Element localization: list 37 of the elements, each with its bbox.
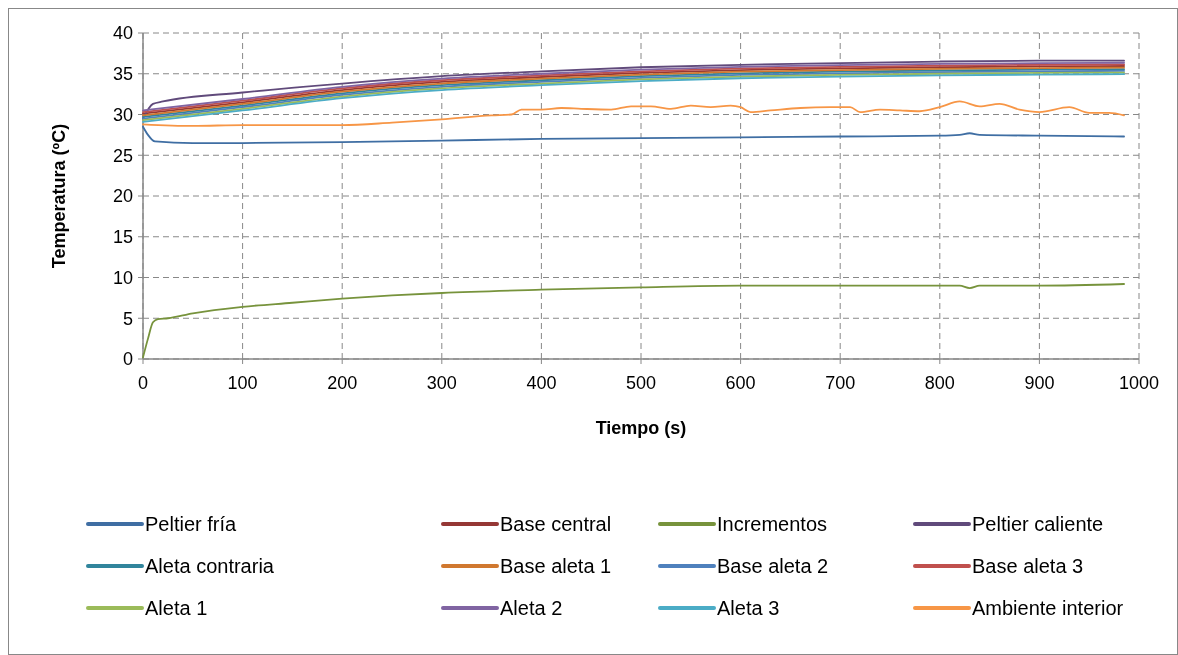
y-tick-label: 20 [112, 186, 133, 207]
legend-label: Base central [500, 513, 612, 535]
legend-label: Aleta 3 [717, 597, 780, 619]
legend-label: Peltier caliente [972, 513, 1104, 535]
x-tick-label: 700 [825, 373, 856, 393]
line-series [142, 125, 1125, 144]
x-axis-title: Tiempo (s) [595, 418, 687, 438]
x-tick-label: 1000 [1118, 373, 1160, 393]
y-tick-label: 0 [122, 349, 133, 370]
legend-label: Base aleta 3 [972, 555, 1084, 577]
x-tick-label: 800 [924, 373, 955, 393]
legend-label: Aleta 1 [145, 597, 208, 619]
legend-label: Aleta 2 [500, 597, 563, 619]
line-series [142, 283, 1125, 359]
legend-label: Base aleta 1 [500, 555, 612, 577]
x-tick-label: 600 [725, 373, 756, 393]
y-tick-label: 15 [112, 227, 133, 248]
y-tick-label: 25 [112, 145, 133, 166]
x-tick-label: 100 [227, 373, 258, 393]
x-tick-label: 500 [625, 373, 657, 393]
legend-label: Incrementos [717, 513, 828, 535]
y-tick-label: 5 [122, 308, 133, 329]
x-tick-label: 400 [526, 373, 557, 393]
legend-label: Aleta contraria [145, 555, 275, 577]
x-tick-label: 0 [137, 373, 149, 393]
x-tick-label: 900 [1024, 373, 1055, 393]
legend-label: Base aleta 2 [717, 555, 829, 577]
x-tick-label: 300 [426, 373, 457, 393]
y-axis-title: Temperatura (ºC) [49, 123, 69, 269]
y-tick-label: 40 [112, 23, 133, 44]
legend-label: Peltier fría [145, 513, 238, 535]
y-tick-label: 35 [112, 64, 133, 85]
line-series [142, 100, 1125, 127]
x-tick-label: 200 [327, 373, 358, 393]
y-tick-label: 30 [112, 104, 133, 125]
y-tick-label: 10 [112, 267, 133, 288]
legend-label: Ambiente interior [972, 597, 1124, 619]
